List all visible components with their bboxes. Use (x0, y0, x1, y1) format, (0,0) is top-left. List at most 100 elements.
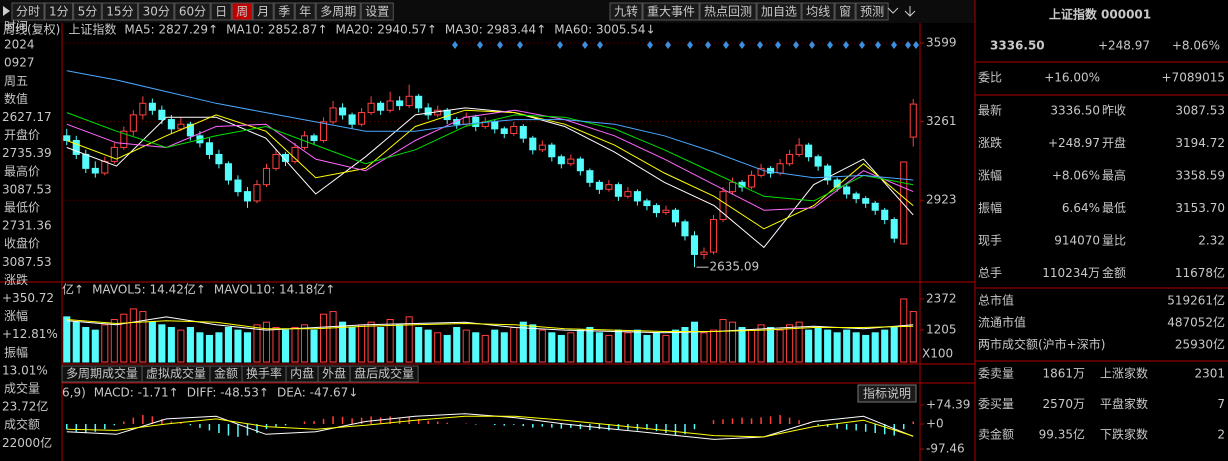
volume-bar (748, 329, 756, 363)
toolbar-button[interactable] (210, 2, 232, 21)
vol-legend: MAVOL5: 14.42亿↑ (92, 282, 206, 297)
toolbar-button[interactable] (315, 2, 361, 21)
market-label: 流通市值 (978, 315, 1026, 330)
unit-label: X100 (922, 347, 953, 361)
candle-body (177, 123, 185, 130)
stat-label: 平盘家数 (1100, 396, 1148, 411)
toolbar-label: 月 (257, 5, 269, 19)
volume-bar (348, 326, 356, 363)
left-info: 3087.53 (2, 182, 52, 196)
candle-body (234, 179, 242, 193)
toolbar-button[interactable] (294, 2, 316, 21)
tool-button[interactable] (801, 2, 835, 21)
volume-bar (700, 332, 708, 363)
tab-label: 多周期成交量 (66, 366, 138, 381)
volume-bar (795, 321, 803, 363)
row-value: 3336.50 (1050, 104, 1100, 118)
macd-legend: MACD: -1.71↑ (94, 386, 179, 400)
toolbar-button[interactable] (231, 2, 253, 21)
volume-bar (557, 334, 565, 363)
signal-diamond (497, 41, 503, 49)
toolbar-button[interactable] (252, 2, 274, 21)
candle-body (272, 153, 280, 169)
left-info: 收盘价 (4, 236, 40, 251)
volume-bar (224, 326, 232, 363)
candle-body (120, 130, 128, 148)
ma-legend: MA30: 2983.44↑ (445, 23, 546, 37)
candle-body (205, 142, 213, 155)
candle-body (567, 158, 575, 165)
volume-bar (909, 311, 917, 363)
left-info: 2735.39 (2, 146, 52, 160)
volume-bar (281, 329, 290, 363)
stat-value: 2570万 (1042, 397, 1085, 411)
y-tick-label: -97.46 (926, 442, 965, 456)
tool-button[interactable] (855, 2, 889, 21)
candle-body (462, 116, 470, 125)
toolbar-button[interactable] (11, 2, 45, 21)
toolbar-icon[interactable] (904, 6, 916, 17)
signal-diamond (517, 41, 523, 49)
toolbar-button[interactable] (360, 2, 394, 21)
candle-body (281, 153, 290, 162)
toolbar-label: 30分 (143, 5, 170, 19)
volume-bar (82, 326, 90, 363)
tool-label: 均线 (806, 5, 830, 19)
toolbar-label: 日 (215, 5, 227, 19)
candle-body (586, 170, 594, 183)
stat-label: 委卖量 (978, 367, 1014, 381)
signal-diamond (843, 41, 849, 49)
tool-button[interactable] (609, 2, 643, 21)
candle-body (405, 95, 413, 107)
quote-change-pct: +8.06% (1172, 39, 1220, 53)
volume-bar (272, 326, 280, 363)
signal-diamond (687, 41, 693, 49)
toolbar-label: 年 (299, 5, 311, 19)
left-info: 涨幅 (4, 308, 28, 323)
candle-body (453, 119, 461, 125)
candle-body (557, 156, 565, 165)
y-tick-label: 3599 (926, 36, 957, 50)
market-value: 519261亿 (1167, 293, 1225, 308)
left-info: 3087.53 (2, 255, 52, 269)
ma-line (66, 112, 914, 202)
vol-ma-line (66, 316, 914, 334)
signal-diamond (891, 41, 897, 49)
signal-diamond (739, 41, 745, 49)
row-value: 914070 (1054, 234, 1100, 248)
candle-body (871, 202, 879, 211)
volume-bar (671, 329, 680, 363)
candle-body (576, 158, 584, 172)
tool-button[interactable] (756, 2, 802, 21)
toolbar-button[interactable] (44, 2, 74, 21)
toolbar-button[interactable] (101, 2, 139, 21)
volume-bar (643, 334, 651, 363)
candle-body (633, 191, 641, 202)
candle-body (472, 116, 480, 128)
candle-body (709, 219, 718, 253)
help-button[interactable] (857, 384, 917, 403)
volume-bar (662, 334, 670, 363)
tool-label: 重大事件 (647, 5, 695, 19)
candle-body (814, 156, 822, 167)
candle-body (862, 198, 870, 204)
candle-body (681, 221, 689, 237)
volume-bar (709, 329, 718, 363)
volume-bar (243, 332, 252, 363)
toolbar-button[interactable] (73, 2, 102, 21)
toolbar-button[interactable] (174, 2, 211, 21)
volume-bar (253, 324, 261, 363)
volume-bar (681, 326, 689, 363)
toolbar-button[interactable] (138, 2, 175, 21)
volume-bar (510, 326, 518, 363)
tab[interactable] (349, 365, 419, 383)
tool-button[interactable] (834, 2, 856, 21)
candle-body (358, 112, 366, 125)
signal-diamond (557, 41, 563, 49)
toolbar-button[interactable] (273, 2, 295, 21)
tab-label: 内盘 (290, 366, 314, 381)
signal-diamond (809, 41, 815, 49)
tool-button[interactable] (699, 2, 757, 21)
tool-button[interactable] (642, 2, 700, 21)
toolbar-icon[interactable] (887, 7, 899, 14)
